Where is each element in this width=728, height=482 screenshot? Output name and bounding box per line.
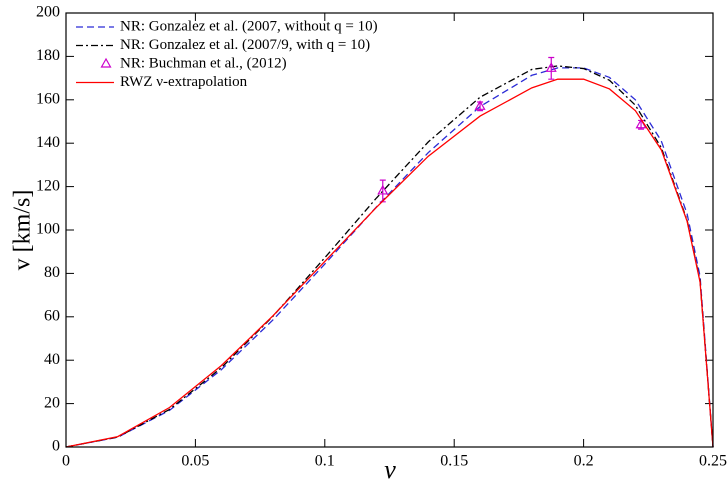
x-tick-label: 0.1 [315, 453, 335, 470]
legend-marker [100, 57, 112, 68]
y-tick-label: 20 [44, 394, 60, 411]
y-tick-label: 140 [36, 134, 60, 151]
x-tick-label: 0 [62, 453, 70, 470]
plot-frame [65, 12, 714, 448]
legend-label: NR: Buchman et al., (2012) [120, 55, 287, 71]
y-tick-label: 160 [36, 90, 60, 107]
y-tick-label: 40 [44, 351, 60, 368]
legend-label: NR: Gonzalez et al. (2007, without q = 1… [120, 18, 378, 34]
y-tick-label: 80 [44, 264, 60, 281]
y-tick-label: 100 [36, 221, 60, 238]
marker [545, 62, 557, 72]
y-tick-label: 120 [36, 177, 60, 194]
legend: NR: Gonzalez et al. (2007, without q = 1… [76, 18, 378, 90]
error-bar [548, 56, 555, 80]
y-tick-label: 0 [52, 438, 60, 455]
y-tick-label: 60 [44, 307, 60, 324]
marker [474, 100, 486, 110]
y-axis-label: v [km/s] [10, 190, 36, 271]
series-line [65, 65, 714, 448]
marker [377, 184, 389, 195]
legend-label: NR: Gonzalez et al. (2007/9, with q = 10… [120, 37, 370, 53]
series-line [65, 78, 714, 448]
y-tick-label: 200 [36, 4, 60, 21]
x-tick-label: 0.25 [699, 453, 727, 470]
x-tick-label: 0.2 [574, 453, 594, 470]
x-tick-label: 0.15 [440, 453, 468, 470]
legend-label: RWZ ν-extrapolation [120, 74, 248, 90]
y-tick-label: 180 [36, 47, 60, 64]
x-axis-label: ν [384, 455, 396, 482]
x-tick-label: 0.05 [181, 453, 209, 470]
series-line [65, 67, 714, 448]
